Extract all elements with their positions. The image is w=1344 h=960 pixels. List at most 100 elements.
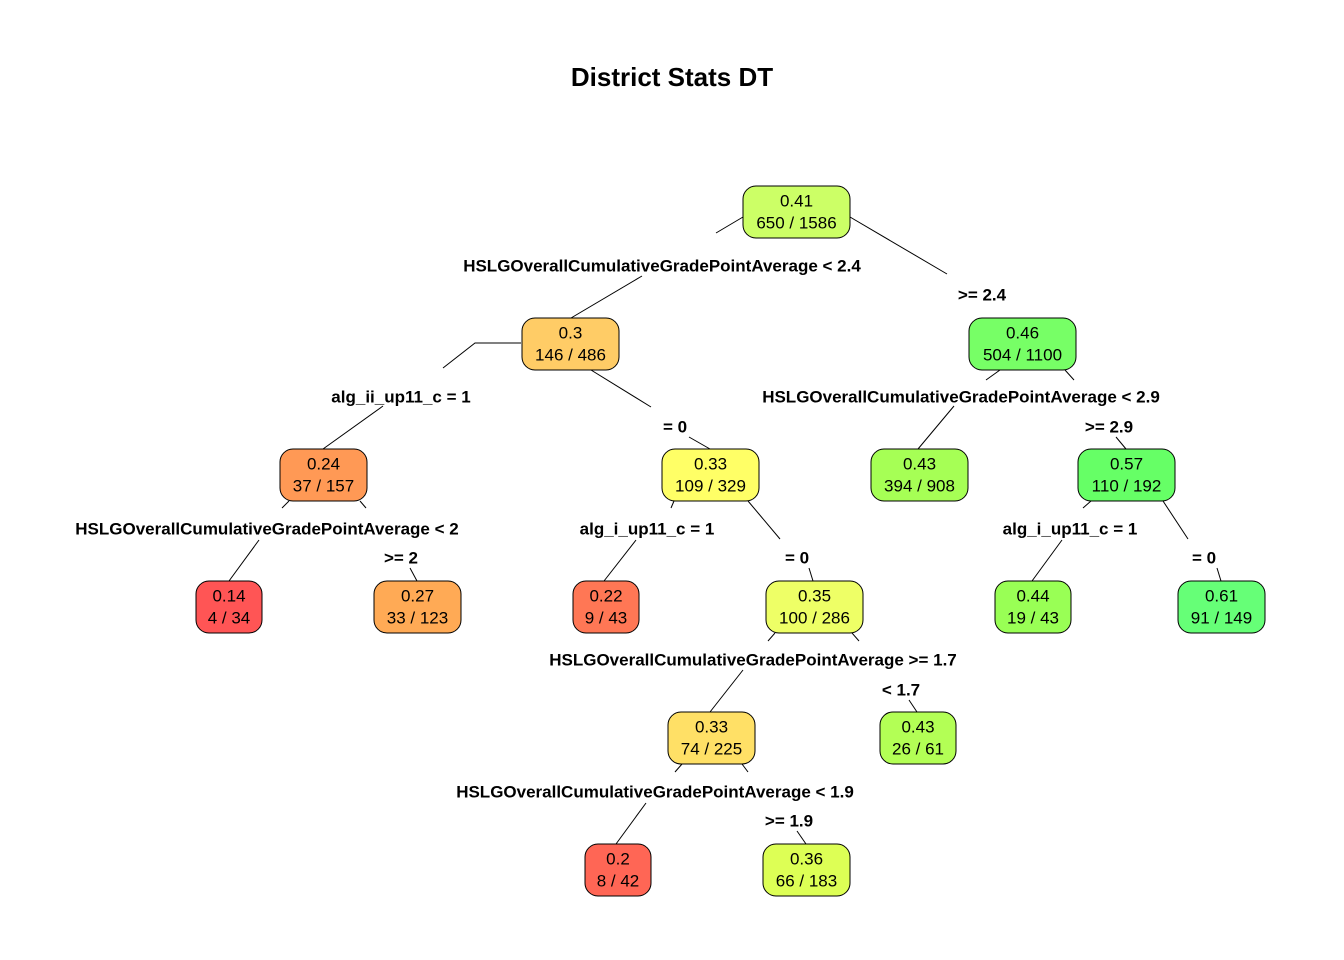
node-value: 0.36 (790, 849, 823, 868)
split-label: HSLGOverallCumulativeGradePointAverage <… (762, 387, 1160, 406)
node-value: 0.27 (401, 586, 434, 605)
split-label: HSLGOverallCumulativeGradePointAverage <… (75, 519, 458, 538)
split-label: >= 2.9 (1085, 417, 1133, 436)
tree-edge (590, 369, 652, 408)
tree-edge (767, 632, 776, 642)
tree-edge (670, 500, 675, 509)
node-count: 146 / 486 (535, 345, 606, 364)
split-label: = 0 (1192, 548, 1216, 567)
node-count: 33 / 123 (387, 608, 448, 627)
node-count: 74 / 225 (681, 739, 742, 758)
node-count: 4 / 34 (208, 608, 251, 627)
tree-node: 0.3 146 / 486 (521, 317, 620, 371)
node-value: 0.43 (901, 717, 934, 736)
split-label: HSLGOverallCumulativeGradePointAverage <… (463, 256, 861, 275)
node-count: 26 / 61 (892, 739, 944, 758)
node-value: 0.3 (559, 323, 583, 342)
tree-node: 0.24 37 / 157 (279, 448, 368, 502)
tree-node: 0.41 650 / 1586 (742, 185, 851, 239)
node-box (1077, 448, 1176, 502)
node-box (742, 185, 851, 239)
tree-edge (1216, 567, 1222, 582)
tree-node: 0.57 110 / 192 (1077, 448, 1176, 502)
node-value: 0.2 (606, 849, 630, 868)
node-count: 37 / 157 (293, 476, 354, 495)
node-box (279, 448, 368, 502)
tree-node: 0.46 504 / 1100 (968, 317, 1077, 371)
node-box (870, 448, 969, 502)
tree-node: 0.22 9 / 43 (572, 580, 640, 634)
tree-edge (281, 500, 290, 509)
split-label: = 0 (785, 548, 809, 567)
tree-edge (849, 216, 948, 275)
node-value: 0.33 (694, 454, 727, 473)
split-label: >= 2 (384, 548, 418, 567)
tree-edge (747, 500, 781, 540)
tree-node: 0.2 8 / 42 (584, 843, 652, 897)
split-label: HSLGOverallCumulativeGradePointAverage <… (456, 782, 854, 801)
tree-edge (409, 567, 418, 582)
node-value: 0.14 (212, 586, 245, 605)
tree-edge (228, 539, 260, 582)
tree-edge (1162, 500, 1189, 540)
tree-node: 0.61 91 / 149 (1177, 580, 1266, 634)
split-label: >= 2.4 (958, 285, 1007, 304)
node-box (994, 580, 1072, 634)
node-box (1177, 580, 1266, 634)
node-value: 0.57 (1110, 454, 1143, 473)
split-label: >= 1.9 (765, 811, 813, 830)
node-box (879, 711, 957, 765)
tree-nodes: 0.41 650 / 1586 0.3 146 / 486 0.46 504 / 1100… (195, 185, 1266, 897)
node-box (584, 843, 652, 897)
tree-edge (688, 436, 711, 450)
tree-node: 0.44 19 / 43 (994, 580, 1072, 634)
node-value: 0.24 (307, 454, 340, 473)
tree-edge (808, 567, 814, 582)
tree-node: 0.33 109 / 329 (661, 448, 760, 502)
tree-node: 0.35 100 / 286 (765, 580, 864, 634)
tree-edge (359, 500, 367, 509)
tree-node: 0.43 26 / 61 (879, 711, 957, 765)
tree-edge (985, 369, 1001, 381)
tree-edge (1115, 436, 1127, 450)
node-box (762, 843, 851, 897)
tree-edge (1064, 369, 1075, 381)
tree-node: 0.27 33 / 123 (373, 580, 462, 634)
split-label: = 0 (663, 417, 687, 436)
node-box (195, 580, 263, 634)
tree-edges (228, 216, 1222, 845)
node-count: 100 / 286 (779, 608, 850, 627)
node-box (661, 448, 760, 502)
node-count: 504 / 1100 (983, 345, 1062, 364)
tree-node: 0.36 66 / 183 (762, 843, 851, 897)
node-value: 0.33 (695, 717, 728, 736)
node-count: 9 / 43 (585, 608, 628, 627)
node-value: 0.43 (903, 454, 936, 473)
tree-edge (603, 539, 637, 582)
chart-title: District Stats DT (570, 62, 774, 92)
node-value: 0.35 (798, 586, 831, 605)
split-label: HSLGOverallCumulativeGradePointAverage >… (549, 650, 957, 669)
node-box (968, 317, 1077, 371)
node-count: 650 / 1586 (756, 213, 836, 232)
node-count: 91 / 149 (1191, 608, 1252, 627)
split-label: < 1.7 (882, 680, 920, 699)
node-value: 0.44 (1016, 586, 1049, 605)
split-label: alg_i_up11_c = 1 (1003, 519, 1138, 538)
split-label: alg_ii_up11_c = 1 (331, 387, 470, 406)
node-count: 66 / 183 (776, 871, 837, 890)
tree-edge (851, 632, 860, 642)
node-count: 19 / 43 (1007, 608, 1059, 627)
tree-node: 0.43 394 / 908 (870, 448, 969, 502)
node-value: 0.22 (589, 586, 622, 605)
node-box (667, 711, 756, 765)
node-count: 109 / 329 (675, 476, 746, 495)
tree-edge (322, 405, 384, 450)
tree-edge (674, 763, 683, 773)
node-value: 0.41 (780, 191, 813, 210)
tree-edge (796, 830, 807, 845)
node-box (521, 317, 620, 371)
tree-edge (908, 699, 918, 713)
tree-edge (917, 405, 955, 450)
